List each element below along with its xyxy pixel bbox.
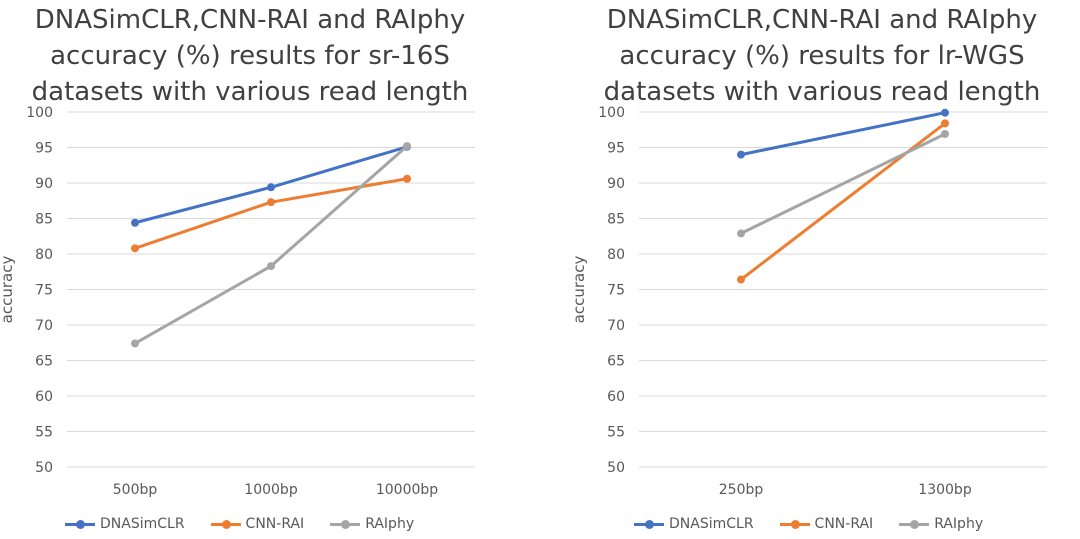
legend-label: DNASimCLR (100, 516, 185, 532)
data-point-raiphy (131, 339, 139, 348)
y-tick-label: 70 (35, 318, 53, 334)
y-tick-label: 90 (35, 176, 53, 192)
x-tick-label: 1300bp (918, 482, 972, 498)
data-point-dnasimclr (131, 218, 139, 227)
y-tick-label: 100 (26, 105, 53, 121)
data-point-dnasimclr (267, 183, 275, 192)
legend-label: RAIphy (365, 516, 415, 532)
data-point-cnn-rai (403, 174, 411, 183)
data-point-cnn-rai (941, 119, 949, 128)
legend-swatch (330, 519, 361, 529)
y-tick-label: 60 (607, 389, 625, 405)
legend-swatch (779, 519, 810, 529)
legend-item-raiphy: RAIphy (330, 516, 414, 532)
y-axis-label: accuracy (0, 256, 16, 324)
series-line-raiphy (134, 144, 408, 345)
legend-item-cnn-rai: CNN-RAI (779, 516, 874, 532)
y-tick-label: 80 (35, 247, 53, 263)
y-tick-label: 80 (607, 247, 625, 263)
y-tick-label: 95 (35, 141, 53, 157)
legend-swatch (65, 519, 95, 529)
data-point-cnn-rai (267, 198, 275, 207)
legend-item-raiphy: RAIphy (899, 516, 983, 532)
chart-panel-lr-wgs: DNASimCLR,CNN-RAI and RAIphy accuracy (%… (570, 0, 1072, 539)
series-line-raiphy (740, 132, 946, 235)
legend-label: CNN-RAI (245, 516, 305, 532)
chart-panel-sr-16s: DNASimCLR,CNN-RAI and RAIphy accuracy (%… (0, 0, 500, 539)
y-tick-label: 65 (607, 354, 625, 370)
y-tick-label: 65 (35, 354, 53, 370)
chart-legend: DNASimCLR CNN-RAI RAIphy (65, 516, 414, 532)
data-point-dnasimclr (737, 150, 745, 159)
x-tick-label: 1000bp (244, 482, 298, 498)
line-chart-sr-16s: 50 55 60 65 70 75 80 85 90 95 100 accuracy 500bp 1000… (0, 105, 475, 498)
data-point-raiphy (267, 262, 275, 271)
legend-label: DNASimCLR (669, 516, 754, 532)
legend-item-dnasimclr: DNASimCLR (65, 516, 185, 532)
data-point-cnn-rai (737, 275, 745, 284)
y-tick-label: 85 (607, 212, 625, 228)
chart-title: DNASimCLR,CNN-RAI and RAIphy accuracy (%… (31, 5, 469, 107)
y-tick-label: 95 (607, 141, 625, 157)
y-tick-label: 55 (35, 425, 53, 441)
legend-label: CNN-RAI (814, 516, 874, 532)
y-tick-label: 50 (35, 460, 53, 476)
y-tick-label: 50 (607, 460, 625, 476)
x-tick-label: 250bp (719, 482, 764, 498)
chart-title: DNASimCLR,CNN-RAI and RAIphy accuracy (%… (603, 5, 1041, 107)
data-point-dnasimclr (941, 108, 949, 117)
line-chart-lr-wgs: 50 55 60 65 70 75 80 85 90 95 100 accuracy 250bp 1300… (570, 105, 1047, 498)
y-tick-label: 100 (598, 105, 625, 121)
chart-legend: DNASimCLR CNN-RAI RAIphy (634, 516, 983, 532)
legend-label: RAIphy (934, 516, 984, 532)
legend-swatch (634, 519, 664, 529)
x-tick-label: 500bp (113, 482, 158, 498)
legend-item-cnn-rai: CNN-RAI (210, 516, 305, 532)
series-line-dnasimclr (740, 111, 946, 157)
data-point-raiphy (737, 229, 745, 238)
legend-swatch (210, 519, 241, 529)
y-tick-label: 70 (607, 318, 625, 334)
y-tick-label: 55 (607, 425, 625, 441)
y-tick-label: 60 (35, 389, 53, 405)
data-point-raiphy (403, 142, 411, 151)
legend-item-dnasimclr: DNASimCLR (634, 516, 754, 532)
y-tick-label: 85 (35, 212, 53, 228)
x-tick-label: 10000bp (376, 482, 438, 498)
y-tick-label: 90 (607, 176, 625, 192)
y-tick-label: 75 (607, 283, 625, 299)
data-point-raiphy (941, 130, 949, 139)
y-axis-label: accuracy (570, 256, 588, 324)
legend-swatch (899, 519, 930, 529)
data-point-cnn-rai (131, 244, 139, 253)
y-tick-label: 75 (35, 283, 53, 299)
